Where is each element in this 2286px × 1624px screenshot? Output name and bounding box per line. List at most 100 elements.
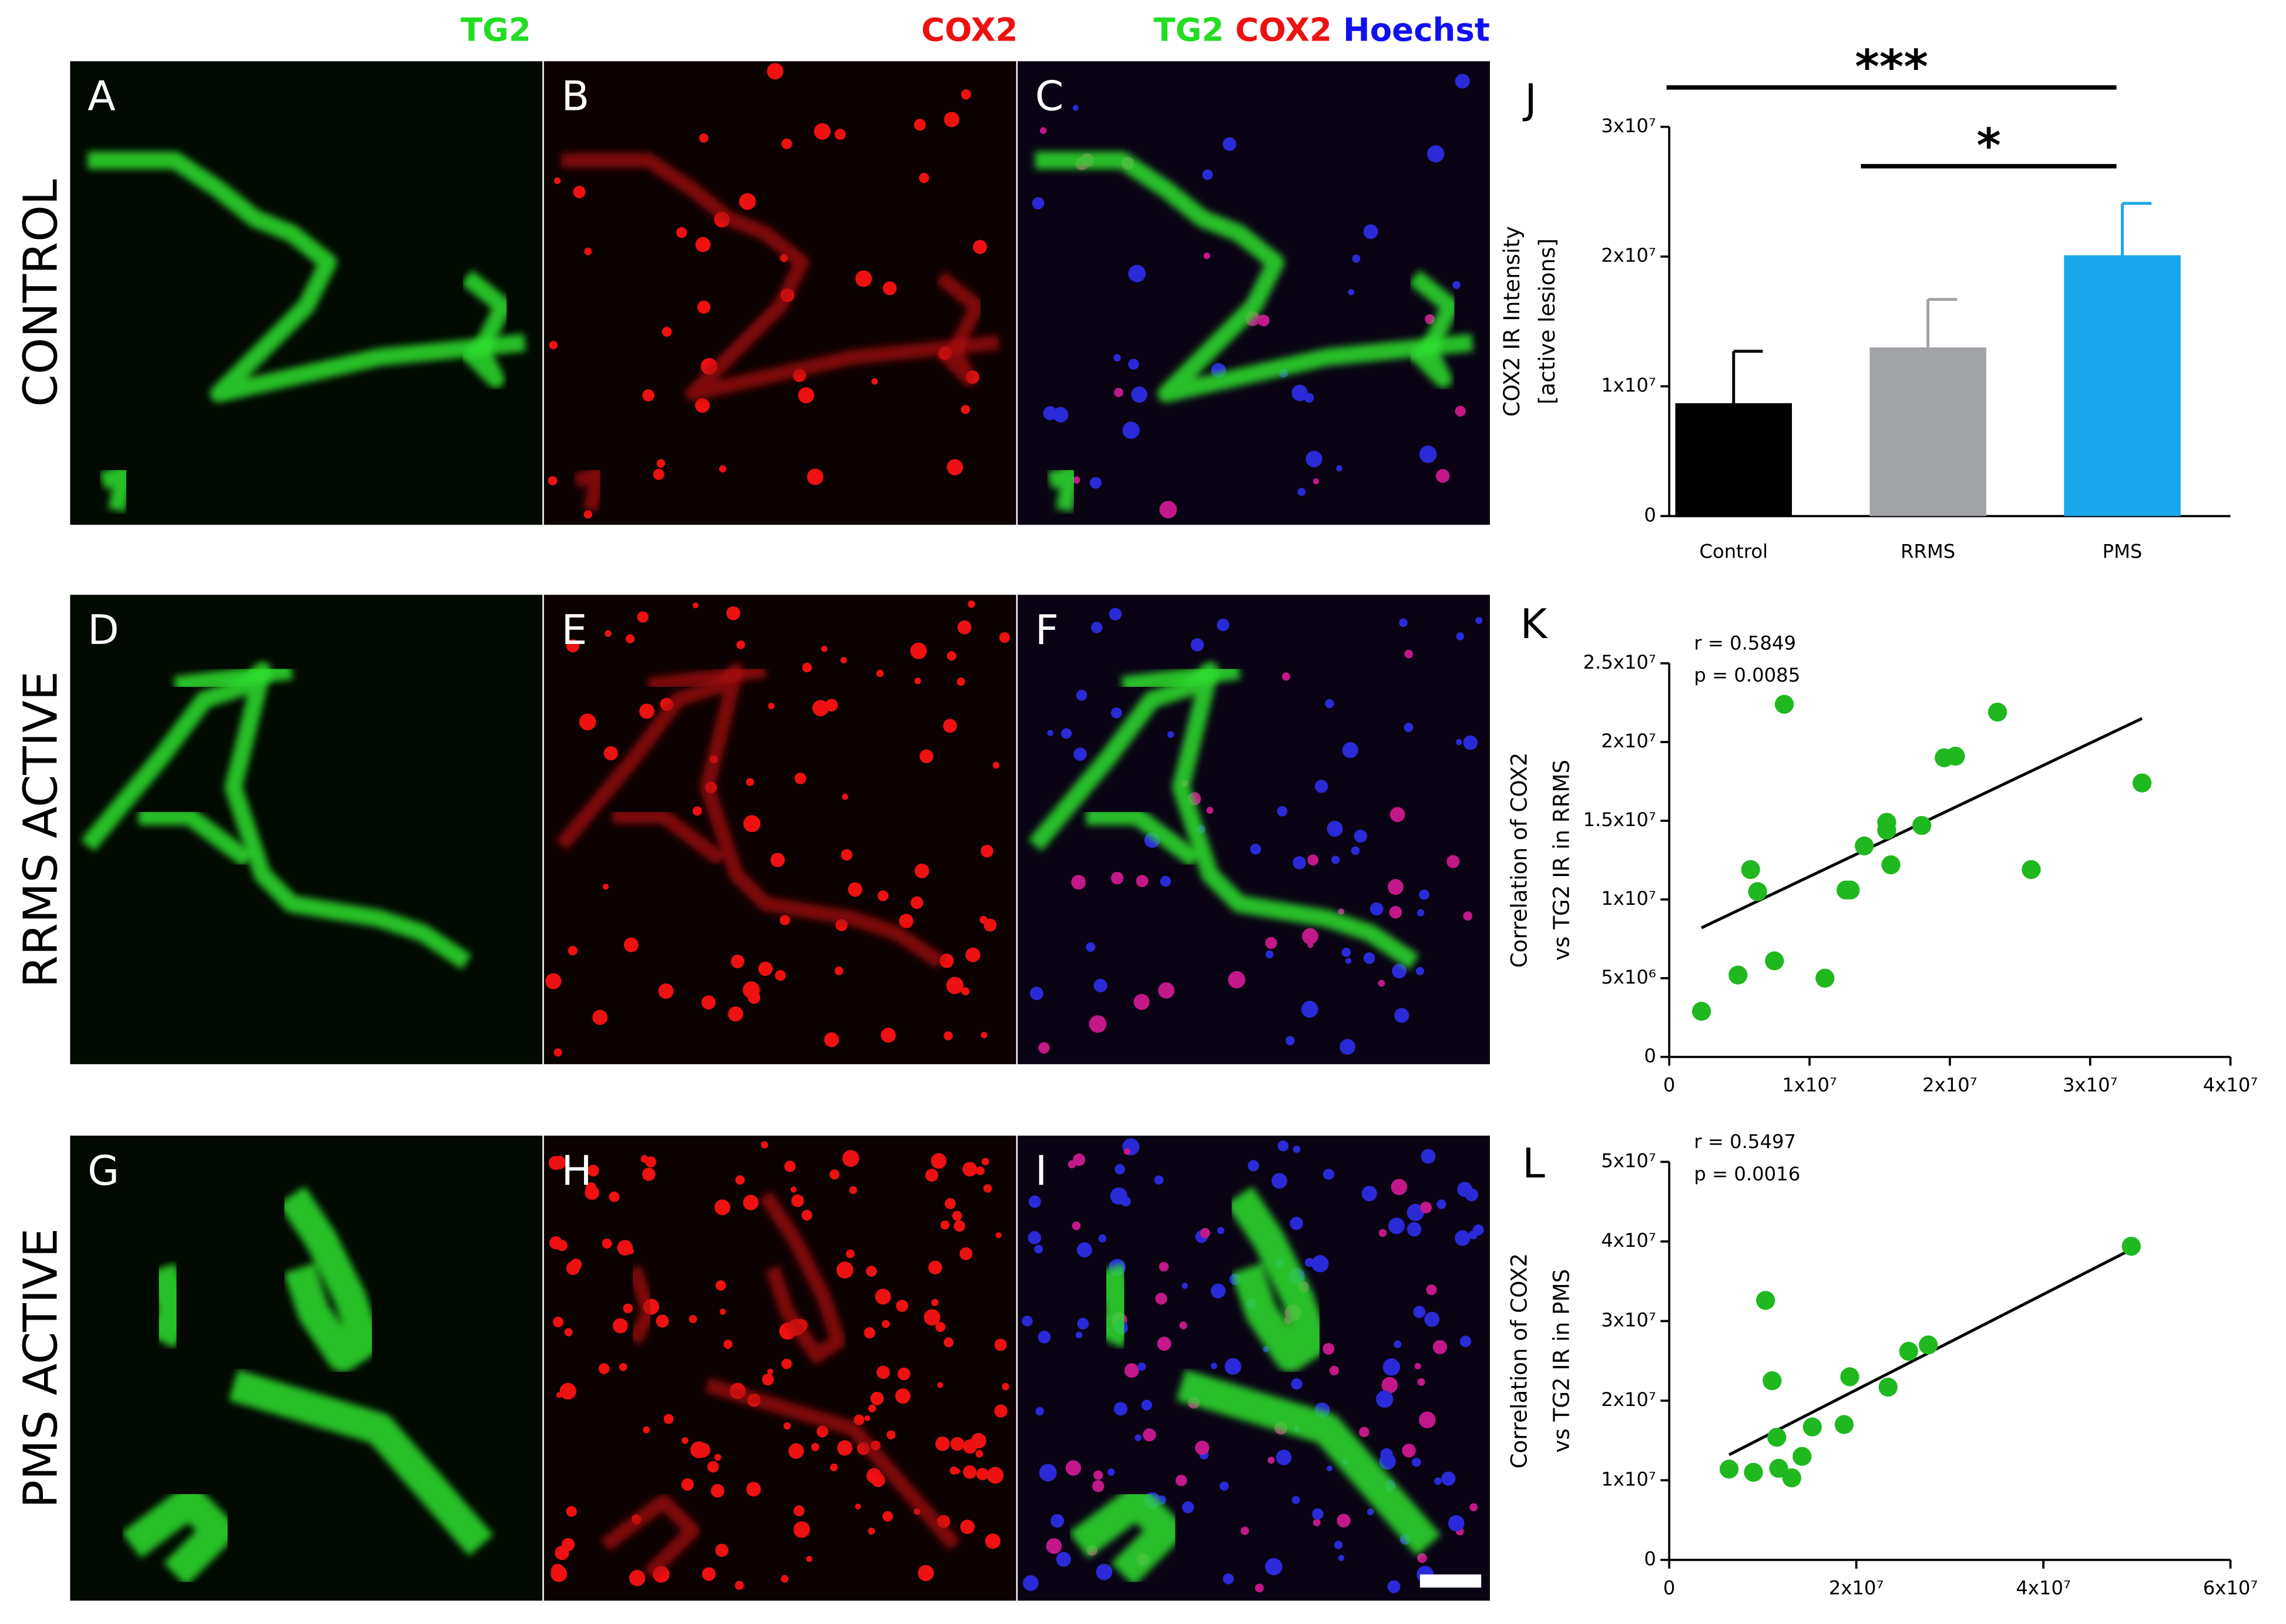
cell — [1399, 618, 1408, 628]
cell — [1434, 1477, 1442, 1485]
cell — [553, 1316, 564, 1328]
y-axis-label: vs TG2 IR in RRMS — [1549, 760, 1575, 961]
cell — [1293, 1145, 1301, 1153]
cell — [707, 1461, 719, 1473]
cell — [1325, 699, 1334, 709]
x-tick-label: 0 — [1663, 1073, 1676, 1096]
panel-label: H — [562, 1147, 592, 1194]
cell — [811, 1442, 820, 1451]
cell — [1302, 928, 1318, 945]
column-header: TG2 — [461, 11, 531, 49]
cell — [1096, 1563, 1113, 1581]
cell — [629, 1569, 646, 1586]
statistic-label: p = 0.0085 — [1694, 664, 1800, 686]
cell — [710, 1484, 724, 1498]
cell — [584, 247, 592, 256]
cell — [1307, 854, 1319, 865]
cell — [1255, 1583, 1264, 1593]
cell — [935, 1436, 950, 1451]
cell — [1093, 1470, 1103, 1480]
cell — [1414, 1363, 1421, 1370]
cell — [1382, 1358, 1401, 1376]
cell — [1345, 958, 1352, 964]
cell — [868, 1404, 877, 1412]
cell — [1219, 1481, 1229, 1491]
cell — [1282, 672, 1291, 681]
cell — [1038, 1042, 1050, 1054]
vessel — [1176, 1369, 1441, 1556]
cell — [1038, 1330, 1051, 1344]
cell — [609, 1191, 620, 1202]
cell — [801, 1210, 813, 1221]
vessel — [759, 1191, 846, 1363]
cell — [714, 1454, 721, 1461]
data-point — [1744, 1462, 1763, 1482]
cell — [981, 1157, 989, 1166]
cell — [1114, 388, 1123, 397]
micrograph: C — [1018, 61, 1491, 525]
cell — [662, 327, 672, 337]
cell — [790, 1186, 797, 1193]
cell — [1337, 1514, 1351, 1528]
cell — [1113, 354, 1121, 362]
cell — [944, 112, 960, 127]
y-tick-label: 2x10⁷ — [1601, 730, 1656, 752]
cell — [1277, 1140, 1289, 1152]
cell — [829, 1169, 840, 1180]
panel-label: D — [88, 607, 119, 654]
x-tick-label: Control — [1699, 540, 1768, 562]
cell — [1363, 224, 1378, 239]
cell — [1465, 1188, 1479, 1202]
cell — [1072, 105, 1079, 111]
cell — [985, 1533, 1001, 1549]
x-tick-label: 0 — [1663, 1576, 1676, 1599]
cell — [1206, 807, 1214, 814]
cell — [931, 1298, 939, 1306]
x-tick-label: 3x10⁷ — [2063, 1073, 2118, 1096]
cell — [690, 1441, 707, 1458]
vessel — [705, 1378, 961, 1551]
header-word: COX2 — [1235, 11, 1332, 49]
cell — [882, 281, 897, 296]
cell — [1452, 281, 1461, 289]
cell — [814, 123, 831, 140]
data-point — [1855, 836, 1874, 855]
vessel — [1121, 662, 1241, 694]
cell — [1182, 1501, 1194, 1514]
data-point — [1802, 1417, 1822, 1437]
cell — [965, 947, 981, 962]
cell — [1404, 723, 1414, 733]
cell — [1314, 780, 1328, 793]
cell — [550, 1565, 568, 1582]
cell — [834, 967, 844, 975]
cell — [1223, 1573, 1234, 1585]
x-tick-label: 2x10⁷ — [1922, 1073, 1978, 1096]
data-point — [2121, 1236, 2141, 1256]
cell — [1327, 821, 1343, 837]
data-point — [1741, 860, 1760, 880]
cell — [950, 1437, 965, 1451]
cell — [1075, 1331, 1083, 1338]
vessel — [1093, 1263, 1139, 1348]
cell — [770, 853, 785, 867]
cell — [840, 657, 847, 664]
y-tick-label: 5x10⁷ — [1601, 1149, 1656, 1172]
cell — [619, 1363, 627, 1371]
cell — [1426, 1284, 1437, 1296]
cell — [1392, 964, 1407, 979]
cell — [919, 173, 929, 183]
panel-label: F — [1035, 607, 1059, 654]
cell — [1167, 731, 1174, 738]
cell — [1341, 947, 1351, 957]
cell — [994, 1338, 1007, 1351]
cell — [1307, 942, 1314, 948]
vessel — [229, 1369, 494, 1556]
data-point — [1881, 855, 1901, 875]
y-tick-label: 3x10⁷ — [1601, 1308, 1656, 1331]
data-point — [1792, 1447, 1812, 1466]
cell — [1363, 952, 1375, 964]
data-point — [1765, 951, 1784, 971]
micrograph: E — [543, 595, 1016, 1065]
cell — [914, 863, 929, 878]
